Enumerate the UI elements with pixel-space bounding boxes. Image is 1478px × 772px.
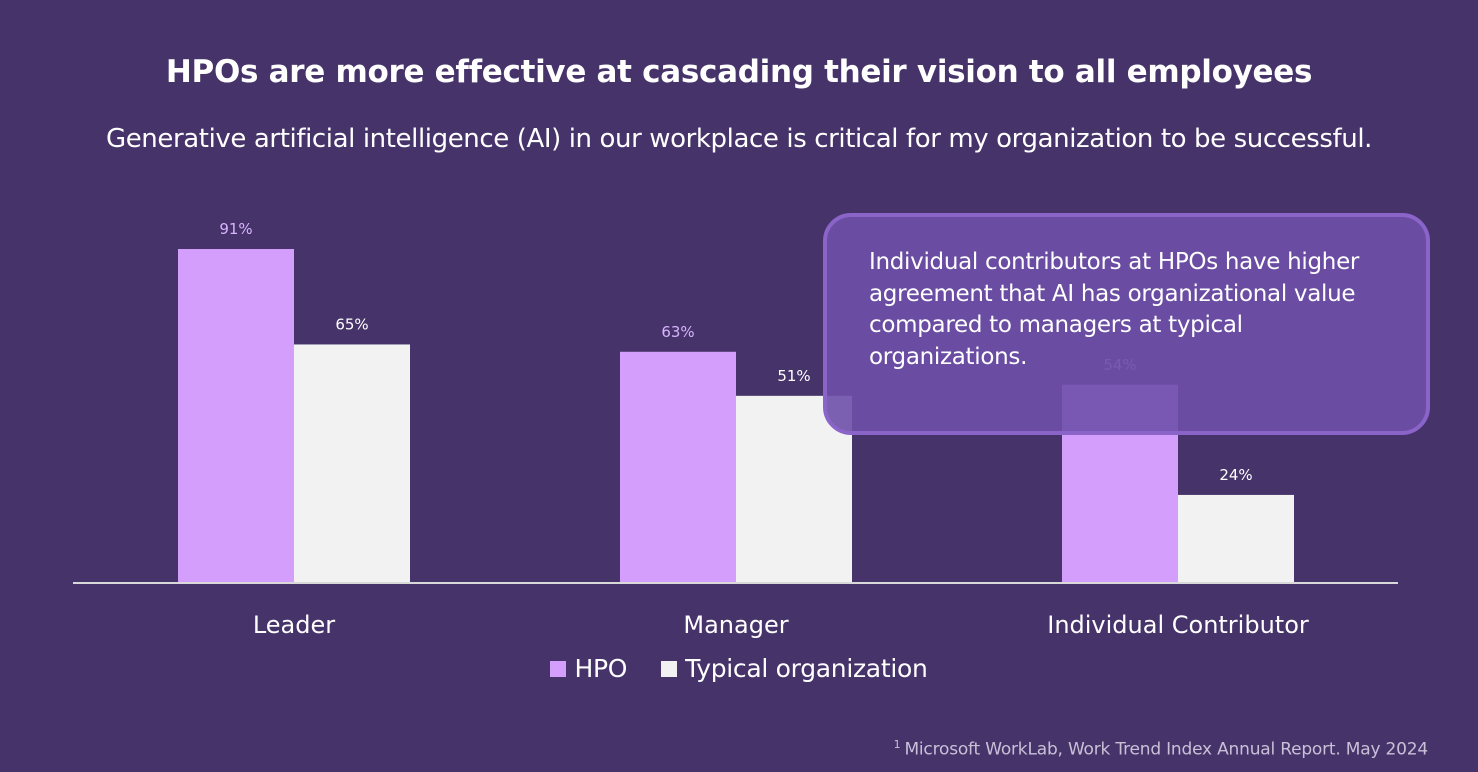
x-tick-label: Individual Contributor — [1047, 611, 1309, 639]
bar-manager-hpo — [620, 351, 736, 583]
x-tick-label: Leader — [253, 611, 335, 639]
legend-item: HPO — [550, 654, 627, 683]
data-label: 24% — [1219, 466, 1252, 484]
data-label: 65% — [335, 315, 368, 333]
legend-item: Typical organization — [661, 654, 928, 683]
bar-individual-contributor-typical-organization — [1178, 494, 1294, 583]
legend-swatch — [550, 660, 567, 677]
data-label: 51% — [777, 367, 810, 385]
bar-leader-hpo — [178, 249, 294, 583]
chart-subtitle: Generative artificial intelligence (AI) … — [105, 124, 1373, 154]
footnote: 1 Microsoft WorkLab, Work Trend Index Ann… — [893, 738, 1429, 760]
chart-title: HPOs are more effective at cascading the… — [165, 54, 1313, 90]
bar-leader-typical-organization — [294, 344, 410, 583]
callout-text: Individual contributors at HPOs have hig… — [869, 249, 1360, 370]
footnote-marker: 1 — [893, 738, 901, 751]
legend: HPO Typical organization — [0, 654, 1478, 683]
legend-swatch — [661, 660, 678, 677]
legend-label: Typical organization — [685, 654, 928, 683]
data-label: 63% — [661, 323, 694, 341]
callout-box: Individual contributors at HPOs have hig… — [823, 213, 1430, 435]
legend-label: HPO — [574, 654, 628, 683]
footnote-text: Microsoft WorkLab, Work Trend Index Annu… — [904, 739, 1428, 760]
x-tick-label: Manager — [683, 611, 788, 639]
data-label: 91% — [219, 220, 252, 238]
